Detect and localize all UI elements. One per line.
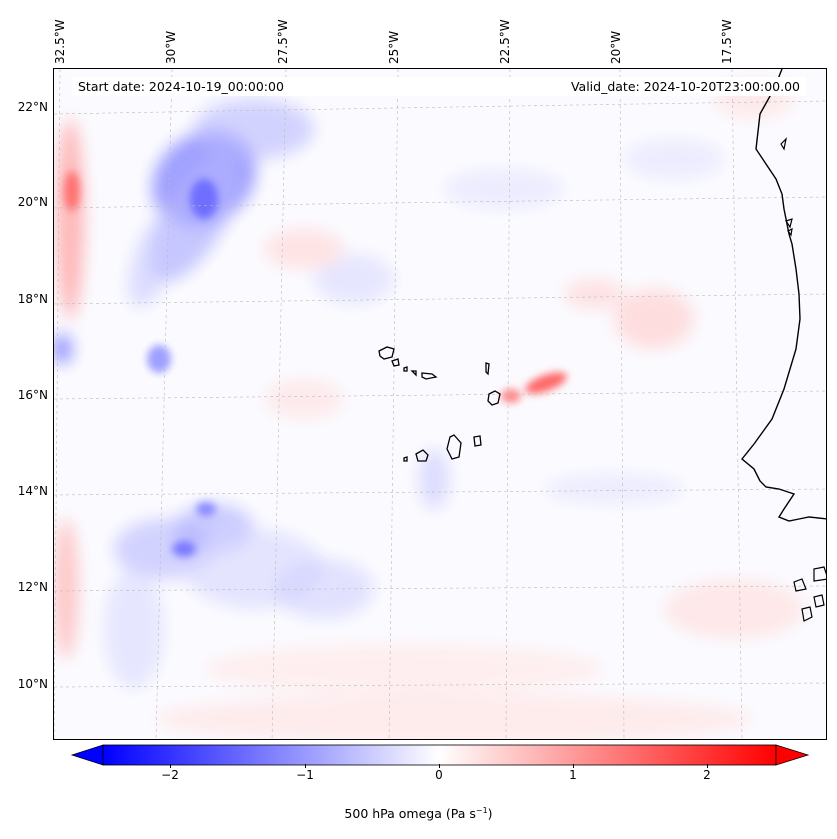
colorbar-label-exp: −1 xyxy=(475,806,488,815)
graticule xyxy=(54,69,826,739)
lon-label-text: 17.5°W xyxy=(720,19,734,64)
lat-label: 16°N xyxy=(17,388,48,402)
colorbar xyxy=(70,744,810,766)
lon-label-text: 22.5°W xyxy=(498,19,512,64)
lon-label: 25°W xyxy=(387,0,403,64)
colorbar-tickmark xyxy=(170,764,171,768)
positive-omega-patches xyxy=(54,79,804,739)
colorbar-tickmark xyxy=(707,764,708,768)
cape-verde-islands xyxy=(378,346,501,462)
colorbar-tick: −1 xyxy=(296,768,314,782)
lon-label-text: 20°W xyxy=(609,30,623,64)
colorbar-tick: 1 xyxy=(569,768,577,782)
lat-label: 22°N xyxy=(17,100,48,114)
colorbar-tick: 2 xyxy=(703,768,711,782)
lon-label: 17.5°W xyxy=(720,0,736,64)
colorbar-tick: −2 xyxy=(161,768,179,782)
lon-label: 20°W xyxy=(609,0,625,64)
colorbar-gradient xyxy=(102,744,777,766)
colorbar-tick: 0 xyxy=(435,768,443,782)
lon-label: 27.5°W xyxy=(276,0,292,64)
colorbar-tickmark xyxy=(439,764,440,768)
colorbar-max-extend xyxy=(775,744,810,766)
date-header: Start date: 2024-10-19_00:00:00 Valid_da… xyxy=(72,77,806,96)
lon-label: 22.5°W xyxy=(498,0,514,64)
lon-label: 32.5°W xyxy=(53,0,69,64)
valid-date: Valid_date: 2024-10-20T23:00:00.00 xyxy=(570,79,800,94)
colorbar-label: 500 hPa omega (Pa s−1) xyxy=(0,806,837,821)
colorbar-min-extend xyxy=(70,744,104,766)
lon-label-text: 27.5°W xyxy=(276,19,290,64)
colorbar-label-text: 500 hPa omega (Pa s xyxy=(344,806,476,822)
lon-label-text: 30°W xyxy=(164,30,178,64)
colorbar-tickmark xyxy=(573,764,574,768)
colorbar-tickmark xyxy=(305,764,306,768)
lat-label: 12°N xyxy=(17,580,48,594)
lat-label: 20°N xyxy=(17,195,48,209)
map-panel xyxy=(53,68,827,740)
lon-label: 30°W xyxy=(164,0,180,64)
lat-label: 14°N xyxy=(17,484,48,498)
lat-label: 18°N xyxy=(17,292,48,306)
colorbar-label-tail: ) xyxy=(487,806,493,822)
lon-label-text: 25°W xyxy=(387,30,401,64)
start-date: Start date: 2024-10-19_00:00:00 xyxy=(78,79,284,94)
africa-coastline xyxy=(741,69,826,522)
lat-label: 10°N xyxy=(17,677,48,691)
lon-label-text: 32.5°W xyxy=(53,19,67,64)
omega-field xyxy=(54,69,826,739)
